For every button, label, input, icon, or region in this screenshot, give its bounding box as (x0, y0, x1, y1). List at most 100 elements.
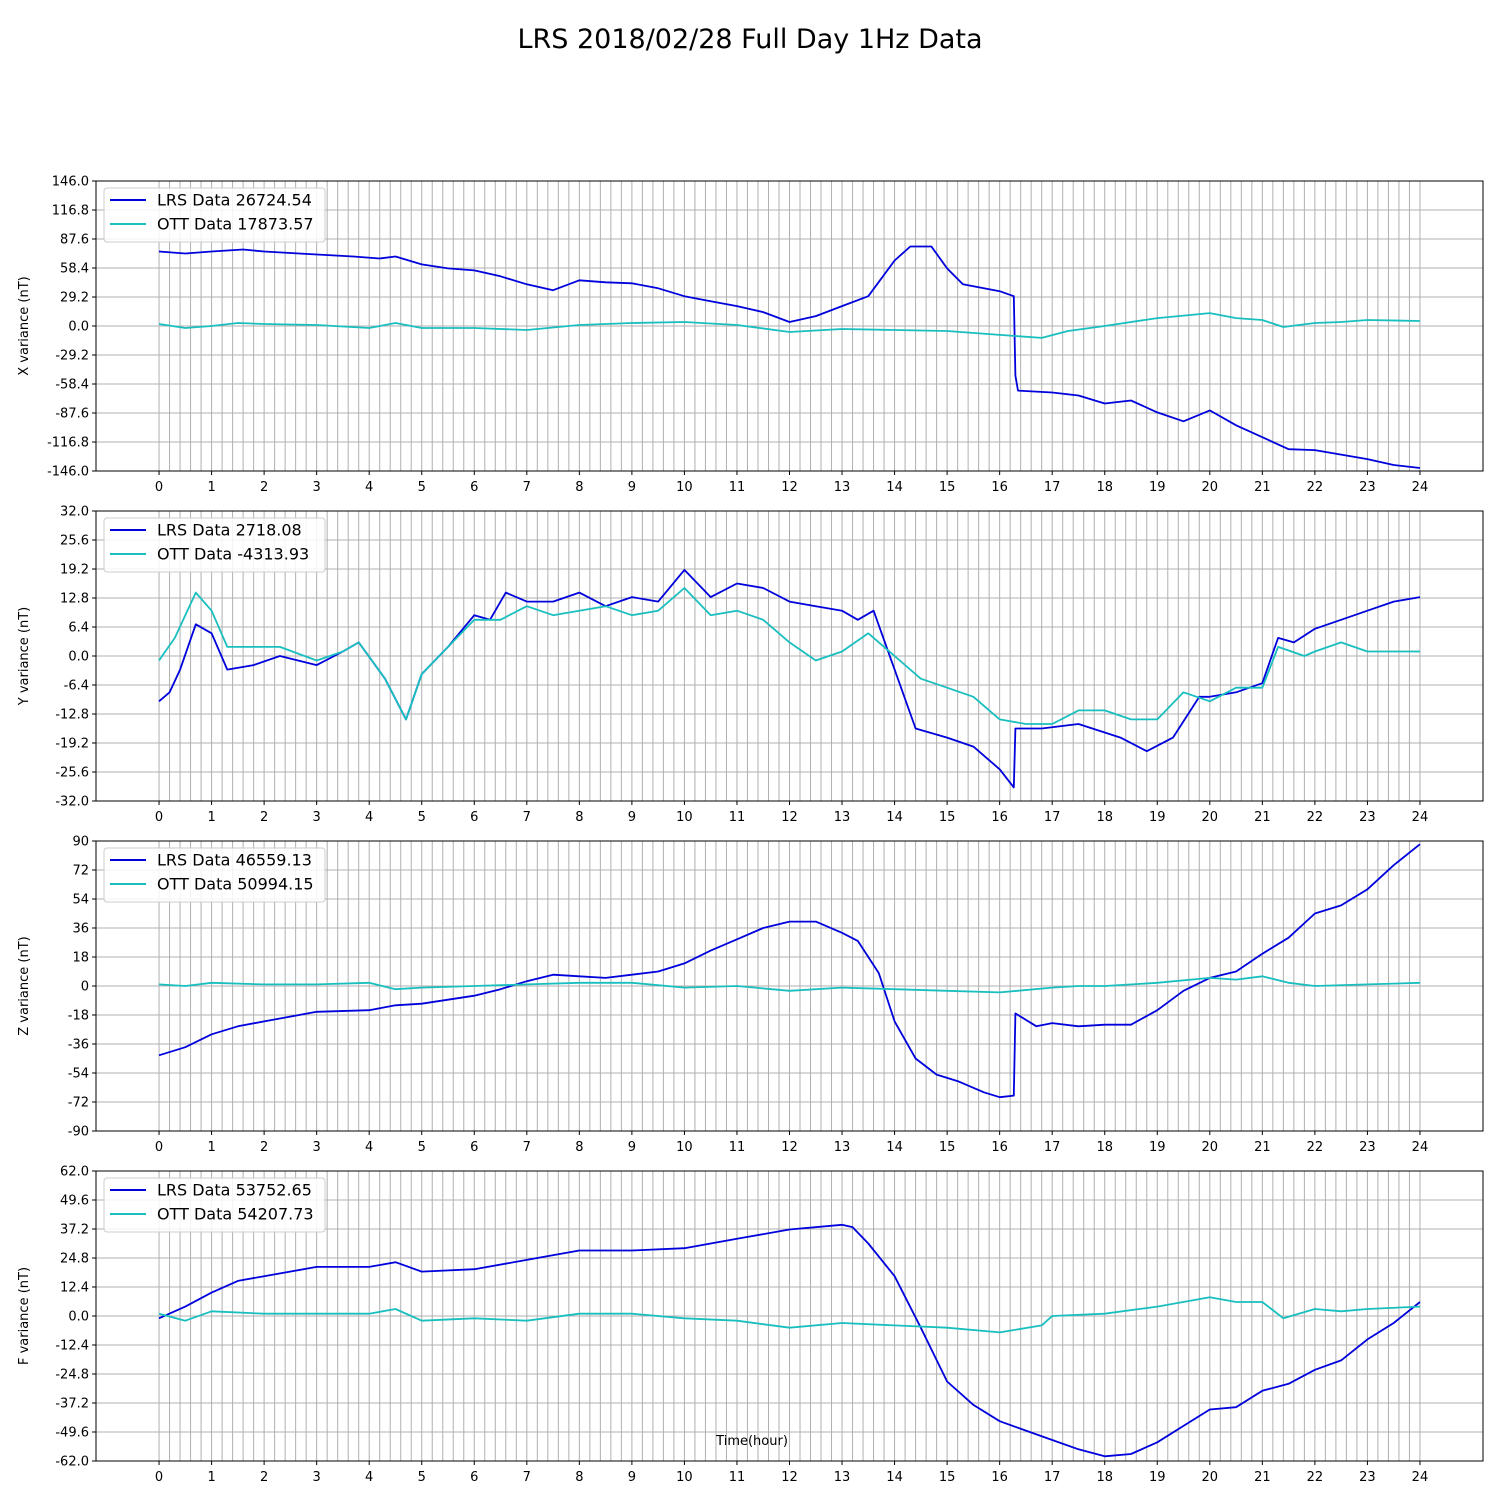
y-tick-label: -87.6 (55, 407, 89, 422)
plot-area (96, 840, 1483, 1132)
x-tick-label: 22 (1307, 1470, 1324, 1485)
x-tick-label: 9 (628, 1140, 636, 1155)
x-tick-label: 12 (781, 1470, 798, 1485)
legend-label: OTT Data 54207.73 (157, 1205, 314, 1224)
x-tick-label: 13 (834, 1470, 851, 1485)
y-axis-label: X variance (nT) (17, 276, 32, 375)
x-tick-label: 7 (523, 480, 531, 495)
x-tick-label: 1 (207, 1140, 215, 1155)
x-tick-label: 24 (1412, 1470, 1429, 1485)
x-tick-label: 15 (939, 810, 956, 825)
y-tick-label: -25.6 (55, 766, 89, 781)
axes-frame (95, 840, 1484, 1132)
series-line-lrs (158, 843, 1421, 1099)
x-tick-label: 14 (886, 480, 903, 495)
x-axis-label: Time(hour) (715, 1434, 788, 1449)
y-tick-label: -62.0 (55, 1455, 89, 1470)
y-tick-label: -37.2 (55, 1397, 89, 1412)
y-tick-label: 0.0 (68, 650, 89, 665)
x-tick-label: 15 (939, 480, 956, 495)
x-tick-label: 16 (991, 480, 1008, 495)
y-tick-label: -58.4 (55, 378, 89, 393)
legend-label: LRS Data 26724.54 (157, 191, 312, 210)
y-tick-label: 12.4 (60, 1281, 89, 1296)
x-tick-label: 3 (313, 480, 321, 495)
legend-label: OTT Data 50994.15 (157, 875, 314, 894)
x-tick-label: 16 (991, 810, 1008, 825)
x-tick-label: 17 (1044, 480, 1061, 495)
y-tick-label: -116.8 (47, 436, 89, 451)
x-tick-label: 21 (1254, 480, 1271, 495)
x-tick-label: 21 (1254, 1140, 1271, 1155)
x-tick-label: 6 (470, 480, 478, 495)
x-tick-label: 14 (886, 1470, 903, 1485)
panel-x: 146.0 116.8 87.6 58.4 29.2 0.0 -29.2 -58.4 -87.6… (17, 175, 1484, 495)
axes-frame (95, 510, 1484, 802)
y-axis-label: Z variance (nT) (17, 936, 32, 1035)
x-tick-label: 16 (991, 1470, 1008, 1485)
axes-frame (95, 180, 1484, 472)
x-tick-label: 6 (470, 1470, 478, 1485)
x-tick-label: 10 (676, 1140, 693, 1155)
y-tick-label: 49.6 (60, 1194, 89, 1209)
x-tick-label: 21 (1254, 1470, 1271, 1485)
y-axis-label: Y variance (nT) (17, 607, 32, 707)
x-tick-label: 20 (1202, 1470, 1219, 1485)
x-tick-label: 4 (365, 810, 373, 825)
y-tick-label: -24.8 (55, 1368, 89, 1383)
legend: LRS Data 2718.08 OTT Data -4313.93 (103, 517, 326, 573)
legend: LRS Data 53752.65 OTT Data 54207.73 (103, 1177, 326, 1233)
x-tick-label: 18 (1096, 1140, 1113, 1155)
x-tick-label: 20 (1202, 810, 1219, 825)
y-tick-label: 0.0 (68, 320, 89, 335)
y-tick-label: 58.4 (60, 262, 89, 277)
x-tick-label: 12 (781, 810, 798, 825)
legend-label: OTT Data 17873.57 (157, 215, 314, 234)
x-tick-label: 10 (676, 480, 693, 495)
x-tick-label: 19 (1149, 1140, 1166, 1155)
y-tick-label: 90 (72, 835, 89, 850)
series-line-lrs (158, 1223, 1421, 1458)
x-tick-label: 12 (781, 480, 798, 495)
plot-area (96, 180, 1483, 472)
x-tick-label: 3 (313, 1140, 321, 1155)
x-tick-label: 6 (470, 810, 478, 825)
x-tick-label: 23 (1359, 480, 1376, 495)
series-line-ott (158, 975, 1421, 994)
x-tick-label: 16 (991, 1140, 1008, 1155)
x-tick-label: 17 (1044, 1470, 1061, 1485)
x-tick-label: 1 (207, 1470, 215, 1485)
y-tick-label: -36 (68, 1038, 89, 1053)
x-tick-label: 19 (1149, 480, 1166, 495)
x-tick-label: 14 (886, 810, 903, 825)
x-tick-label: 24 (1412, 1140, 1429, 1155)
y-tick-label: -32.0 (55, 795, 89, 810)
x-tick-label: 2 (260, 480, 268, 495)
y-tick-label: 29.2 (60, 291, 89, 306)
y-tick-label: -19.2 (55, 737, 89, 752)
x-tick-label: 3 (313, 1470, 321, 1485)
y-tick-label: 72 (72, 864, 89, 879)
y-tick-label: 6.4 (68, 621, 89, 636)
x-tick-label: 0 (155, 1470, 163, 1485)
x-tick-label: 5 (418, 1140, 426, 1155)
y-tick-label: 19.2 (60, 563, 89, 578)
x-tick-label: 10 (676, 1470, 693, 1485)
x-tick-label: 1 (207, 480, 215, 495)
x-tick-label: 11 (729, 810, 746, 825)
y-tick-label: 54 (72, 893, 89, 908)
y-tick-label: -12.8 (55, 708, 89, 723)
x-tick-label: 9 (628, 480, 636, 495)
x-tick-label: 15 (939, 1140, 956, 1155)
x-tick-label: 11 (729, 1470, 746, 1485)
x-tick-label: 18 (1096, 1470, 1113, 1485)
x-tick-label: 23 (1359, 1470, 1376, 1485)
x-tick-label: 24 (1412, 810, 1429, 825)
y-tick-label: 25.6 (60, 534, 89, 549)
y-tick-label: -12.4 (55, 1339, 89, 1354)
y-tick-label: 0.0 (68, 1310, 89, 1325)
x-tick-label: 5 (418, 810, 426, 825)
y-tick-label: -29.2 (55, 349, 89, 364)
legend-box (103, 517, 326, 573)
x-tick-label: 3 (313, 810, 321, 825)
